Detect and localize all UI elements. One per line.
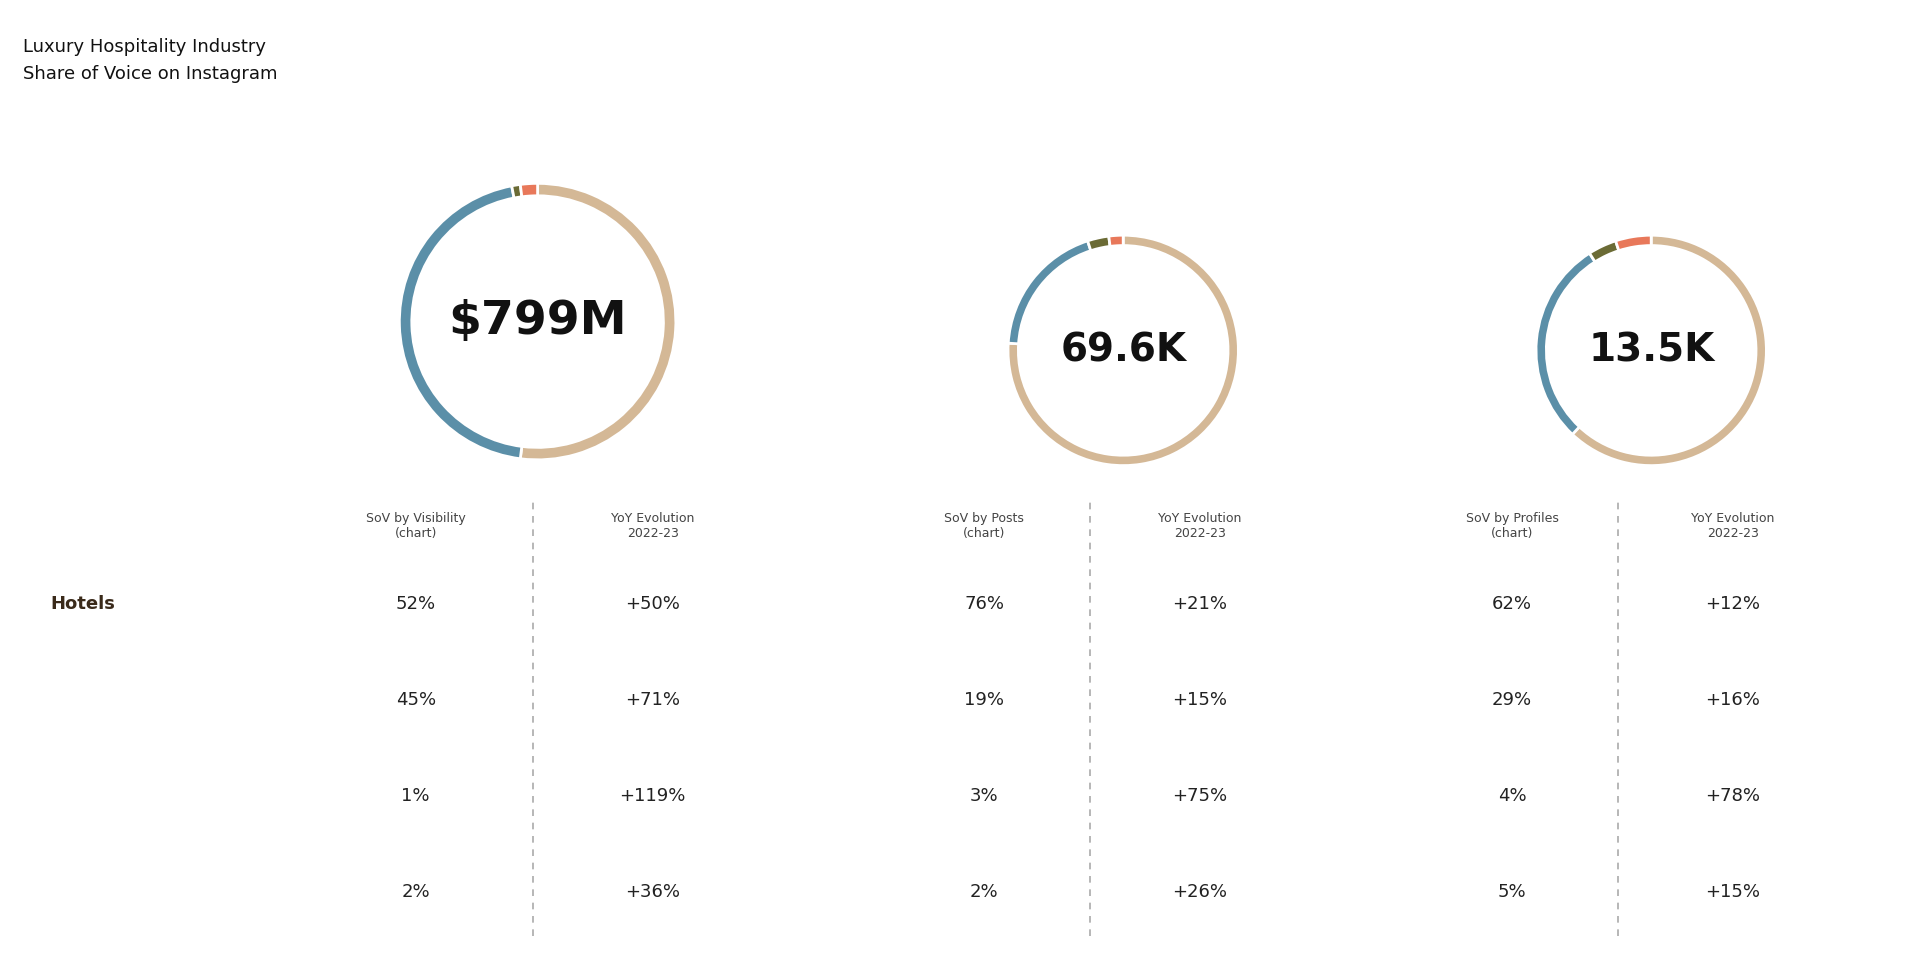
Text: 2%: 2% xyxy=(401,883,430,900)
Text: 3%: 3% xyxy=(970,787,998,804)
Wedge shape xyxy=(1008,235,1238,466)
Text: 52%: 52% xyxy=(396,595,436,612)
Text: Profiles: Profiles xyxy=(1607,81,1695,100)
Text: $799M: $799M xyxy=(447,300,628,344)
Text: +75%: +75% xyxy=(1173,787,1227,804)
Text: 19%: 19% xyxy=(964,691,1004,708)
Wedge shape xyxy=(520,183,676,460)
Wedge shape xyxy=(1572,235,1766,466)
Text: +21%: +21% xyxy=(1173,595,1227,612)
Text: YoY Evolution
2022-23: YoY Evolution 2022-23 xyxy=(1692,512,1774,540)
Text: Cruises: Cruises xyxy=(50,787,125,804)
Text: +71%: +71% xyxy=(626,691,680,708)
Text: Hotels: Hotels xyxy=(50,595,115,612)
Text: +12%: +12% xyxy=(1705,595,1761,612)
Text: 76%: 76% xyxy=(964,595,1004,612)
Wedge shape xyxy=(1536,253,1596,434)
Wedge shape xyxy=(399,186,522,459)
Wedge shape xyxy=(1590,241,1619,262)
Text: +15%: +15% xyxy=(1173,691,1227,708)
Text: 62%: 62% xyxy=(1492,595,1532,612)
Text: 2%: 2% xyxy=(970,883,998,900)
Text: 13.5K: 13.5K xyxy=(1588,331,1715,370)
Text: SoV by Posts
(chart): SoV by Posts (chart) xyxy=(945,512,1023,540)
Text: YoY Evolution
2022-23: YoY Evolution 2022-23 xyxy=(1158,512,1242,540)
Text: +78%: +78% xyxy=(1705,787,1761,804)
Text: +119%: +119% xyxy=(620,787,685,804)
Wedge shape xyxy=(1008,241,1091,344)
Text: +26%: +26% xyxy=(1173,883,1227,900)
Wedge shape xyxy=(1615,235,1651,251)
Text: Posts: Posts xyxy=(1091,81,1156,100)
Text: 1%: 1% xyxy=(401,787,430,804)
Text: SoV by Visibility
(chart): SoV by Visibility (chart) xyxy=(367,512,465,540)
Wedge shape xyxy=(513,184,522,198)
Text: +16%: +16% xyxy=(1705,691,1761,708)
Text: Airlines: Airlines xyxy=(50,691,127,708)
Text: Trains: Trains xyxy=(50,883,111,900)
Wedge shape xyxy=(1087,236,1110,251)
Text: +36%: +36% xyxy=(626,883,680,900)
Text: 4%: 4% xyxy=(1498,787,1526,804)
Text: 5%: 5% xyxy=(1498,883,1526,900)
Text: YoY Evolution
2022-23: YoY Evolution 2022-23 xyxy=(611,512,695,540)
Wedge shape xyxy=(520,183,538,197)
Text: +50%: +50% xyxy=(626,595,680,612)
Text: SoV by Profiles
(chart): SoV by Profiles (chart) xyxy=(1465,512,1559,540)
Text: 45%: 45% xyxy=(396,691,436,708)
Text: Visibility (EMV): Visibility (EMV) xyxy=(447,81,628,100)
Text: +15%: +15% xyxy=(1705,883,1761,900)
Text: 29%: 29% xyxy=(1492,691,1532,708)
Text: Luxury Hospitality Industry
Share of Voice on Instagram: Luxury Hospitality Industry Share of Voi… xyxy=(23,38,278,83)
Text: 69.6K: 69.6K xyxy=(1060,331,1187,370)
Wedge shape xyxy=(1108,235,1123,247)
